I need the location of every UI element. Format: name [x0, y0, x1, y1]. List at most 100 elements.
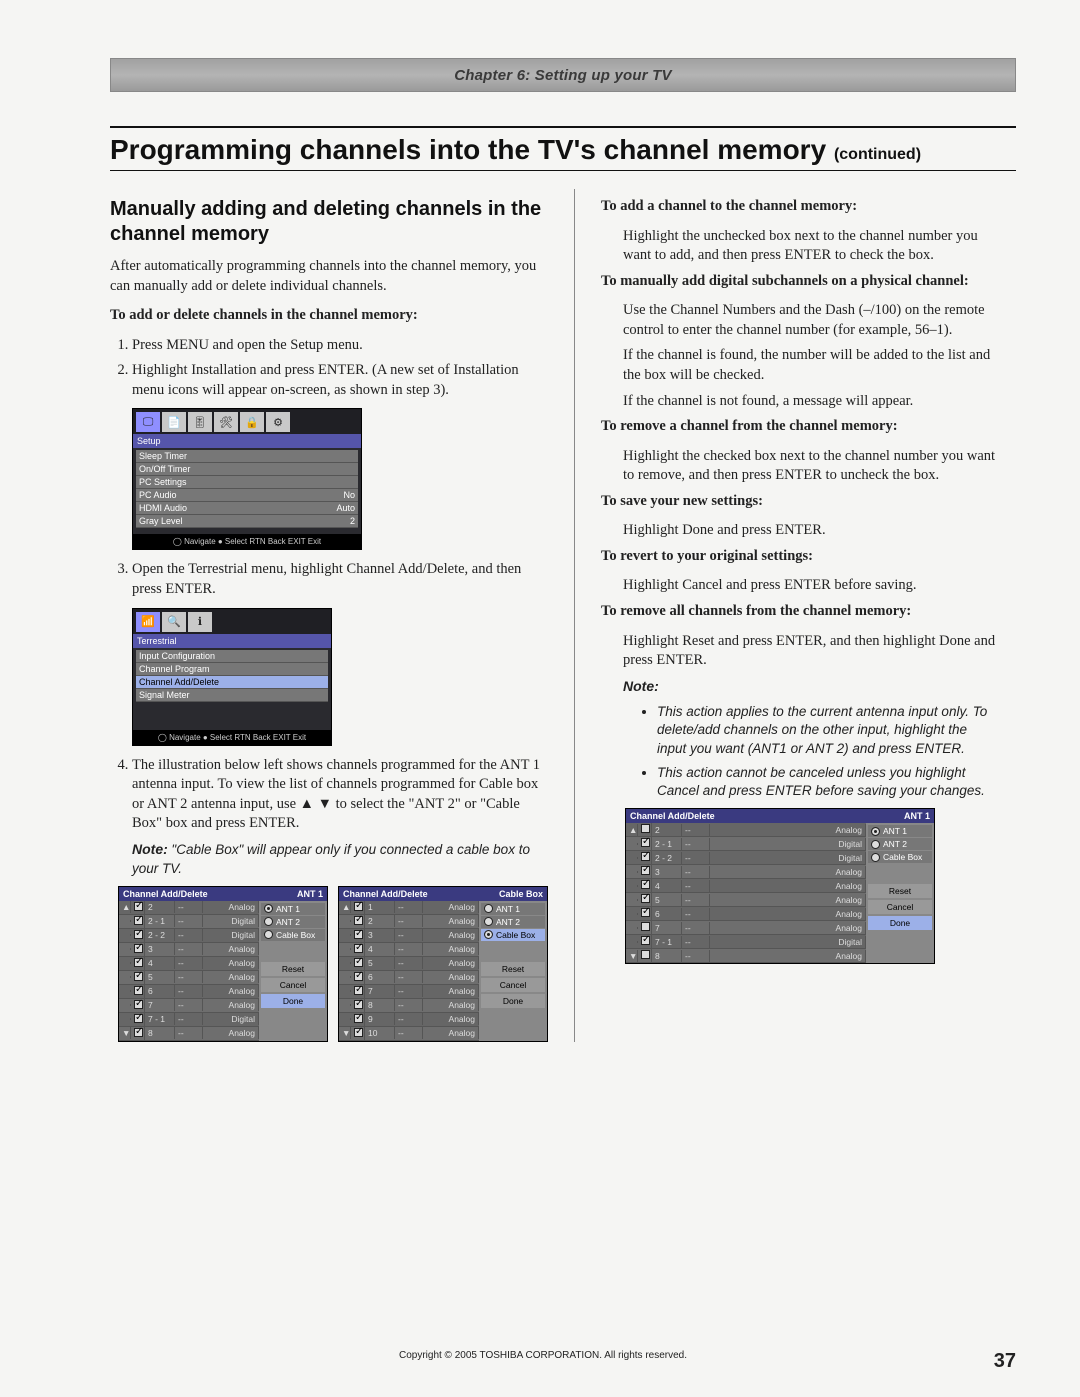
checkbox-icon — [641, 950, 650, 959]
cad-done-button: Done — [481, 994, 545, 1008]
step-1: Press MENU and open the Setup menu. — [132, 336, 548, 356]
cad-reset-button: Reset — [481, 962, 545, 976]
cad-input-option: ANT 1 — [868, 825, 932, 837]
cad-reset-button: Reset — [261, 962, 325, 976]
step-4-text: The illustration below left shows channe… — [132, 757, 540, 832]
osd-menu-row: Input Configuration — [136, 650, 328, 663]
osd-tab-icon: 🛠 — [214, 412, 238, 432]
checkbox-icon — [641, 894, 650, 903]
cad-checkbox-cell — [351, 1027, 365, 1040]
cad-channel-number: 2 - 2 — [652, 852, 682, 864]
osd-menu: Sleep TimerOn/Off TimerPC SettingsPC Aud… — [133, 448, 361, 534]
osd-menu-label: Channel Program — [139, 664, 210, 674]
cad-channel-label: -- — [395, 929, 423, 941]
cad-checkbox-cell — [131, 999, 145, 1012]
cad-channel-row: 6--Analog — [339, 971, 479, 985]
cad-channel-label: -- — [395, 943, 423, 955]
radio-icon — [264, 904, 273, 913]
cad-channel-label: -- — [395, 957, 423, 969]
cad-input-badge: ANT 1 — [904, 811, 930, 821]
two-column-layout: Manually adding and deleting channels in… — [110, 189, 1016, 1042]
cad-channel-row: 2 - 1--Digital — [626, 837, 866, 851]
checkbox-icon — [134, 986, 143, 995]
channel-add-delete-pair: Channel Add/DeleteANT 1▲2--Analog2 - 1--… — [118, 886, 548, 1042]
copyright-text: Copyright © 2005 TOSHIBA CORPORATION. Al… — [110, 1350, 976, 1373]
osd-tab-icon: 📶 — [136, 612, 160, 632]
cad-title-bar: Channel Add/DeleteANT 1 — [119, 887, 327, 901]
cad-scroll-arrow — [339, 920, 351, 922]
osd-setup-screenshot: 🖵📄🎚🛠🔒⚙ Setup Sleep TimerOn/Off TimerPC S… — [132, 408, 362, 550]
cad-channel-row: 2 - 2--Digital — [119, 929, 259, 943]
checkbox-icon — [354, 1000, 363, 1009]
cad-channel-number: 2 - 1 — [652, 838, 682, 850]
cad-channel-number: 5 — [652, 894, 682, 906]
cad-channel-type: Analog — [423, 985, 479, 997]
osd-menu-label: Input Configuration — [139, 651, 215, 661]
cad-channel-label: -- — [682, 824, 710, 836]
osd-menu-label: Channel Add/Delete — [139, 677, 219, 687]
cad-channel-type: Analog — [710, 866, 866, 878]
checkbox-icon — [641, 908, 650, 917]
steps-list-cont: Open the Terrestrial menu, highlight Cha… — [132, 560, 548, 599]
cad-channel-number: 7 — [145, 999, 175, 1011]
cad-channel-number: 6 — [652, 908, 682, 920]
osd-menu-row: On/Off Timer — [136, 463, 358, 476]
checkbox-icon — [641, 936, 650, 945]
cad-channel-number: 2 - 1 — [145, 915, 175, 927]
cad-done-button: Done — [261, 994, 325, 1008]
osd-tab-icon: 📄 — [162, 412, 186, 432]
cad-channel-row: 7 - 1--Digital — [119, 1013, 259, 1027]
cad-channel-label: -- — [175, 999, 203, 1011]
cad-channel-row: 6--Analog — [626, 907, 866, 921]
cad-channel-label: -- — [395, 985, 423, 997]
cad-channel-type: Analog — [203, 985, 259, 997]
cad-channel-type: Digital — [203, 915, 259, 927]
step-2: Highlight Installation and press ENTER. … — [132, 361, 548, 400]
checkbox-icon — [134, 944, 143, 953]
cad-channel-row: 2 - 1--Digital — [119, 915, 259, 929]
checkbox-icon — [134, 930, 143, 939]
cad-channel-row: ▲1--Analog — [339, 901, 479, 915]
heading-add-channel: To add a channel to the channel memory: — [601, 197, 996, 217]
cad-channel-label: -- — [175, 1013, 203, 1025]
checkbox-icon — [641, 824, 650, 833]
cad-channel-label: -- — [175, 929, 203, 941]
cad-title-bar: Channel Add/DeleteANT 1 — [626, 809, 934, 823]
cad-checkbox-cell — [131, 901, 145, 914]
cad-scroll-arrow — [626, 885, 638, 887]
text: If the channel is not found, a message w… — [623, 392, 996, 412]
cad-channel-label: -- — [175, 901, 203, 913]
cad-channel-type: Analog — [423, 971, 479, 983]
cad-channel-label: -- — [682, 936, 710, 948]
cad-channel-type: Analog — [423, 957, 479, 969]
text: Use the Channel Numbers and the Dash (–/… — [623, 301, 996, 340]
cad-channel-type: Analog — [710, 824, 866, 836]
checkbox-icon — [354, 902, 363, 911]
cad-input-label: ANT 2 — [496, 917, 520, 927]
osd-menu-value: Auto — [336, 503, 355, 513]
cad-channel-type: Analog — [423, 1013, 479, 1025]
cad-title-text: Channel Add/Delete — [343, 889, 428, 899]
cad-checkbox-cell — [351, 943, 365, 956]
osd-menu-row: HDMI AudioAuto — [136, 502, 358, 515]
cad-channel-label: -- — [395, 915, 423, 927]
note-text: "Cable Box" will appear only if you conn… — [132, 842, 530, 877]
cad-title-bar: Channel Add/DeleteCable Box — [339, 887, 547, 901]
intro-paragraph: After automatically programming channels… — [110, 257, 548, 296]
checkbox-icon — [641, 880, 650, 889]
cad-channel-number: 7 - 1 — [652, 936, 682, 948]
cad-channel-label: -- — [175, 915, 203, 927]
note-label: Note: — [623, 678, 659, 694]
cad-channel-row: 3--Analog — [339, 929, 479, 943]
cad-scroll-arrow — [119, 1004, 131, 1006]
cad-checkbox-cell — [351, 901, 365, 914]
cad-scroll-arrow — [119, 990, 131, 992]
cad-scroll-arrow — [626, 913, 638, 915]
cad-channel-row: ▲2--Analog — [626, 823, 866, 837]
cad-input-option: ANT 1 — [261, 903, 325, 915]
cad-channel-number: 7 — [652, 922, 682, 934]
cad-channel-number: 7 - 1 — [145, 1013, 175, 1025]
osd-menu-value: No — [343, 490, 355, 500]
radio-icon — [484, 930, 493, 939]
cad-scroll-arrow — [119, 962, 131, 964]
